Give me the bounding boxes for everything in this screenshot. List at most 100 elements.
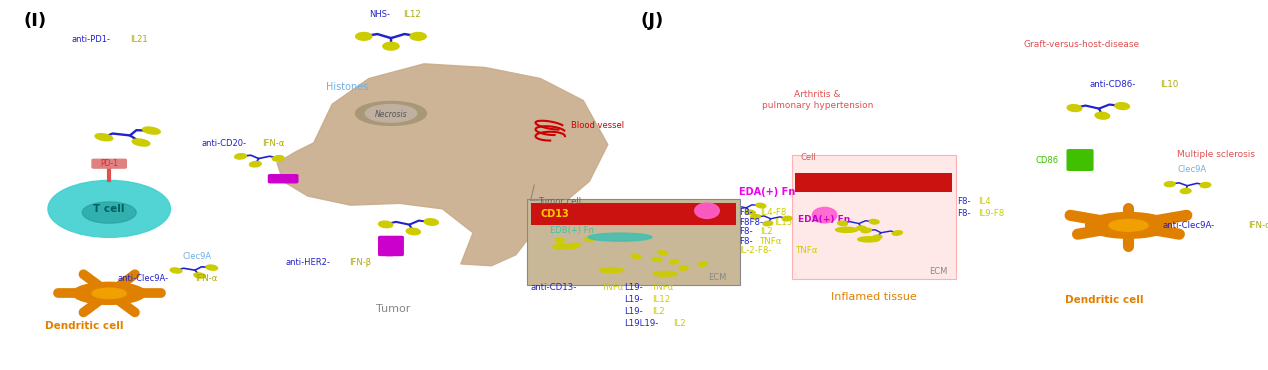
Ellipse shape [383,42,399,50]
Ellipse shape [355,101,426,125]
Ellipse shape [861,228,871,233]
Ellipse shape [1115,102,1130,110]
Text: Multiple sclerosis: Multiple sclerosis [1178,151,1255,159]
Ellipse shape [379,221,393,228]
Text: IL15: IL15 [775,218,792,227]
Text: CD20: CD20 [273,174,293,183]
Ellipse shape [1108,219,1148,231]
Ellipse shape [585,238,593,242]
Text: T cell: T cell [94,204,126,214]
FancyBboxPatch shape [1068,150,1093,170]
Text: IFN-α: IFN-α [1248,221,1268,231]
Text: Clec9A: Clec9A [183,252,212,261]
Text: F8-: F8- [739,208,752,217]
Text: NHS-: NHS- [369,10,389,19]
Text: TNFα: TNFα [761,237,782,246]
Ellipse shape [194,273,205,278]
Text: EDB(+) Fn: EDB(+) Fn [550,226,595,235]
Polygon shape [276,64,607,266]
Text: Clec9A: Clec9A [1178,165,1207,174]
FancyBboxPatch shape [379,236,403,256]
Ellipse shape [695,203,719,218]
Text: IL2: IL2 [652,307,664,316]
Text: Cell: Cell [800,153,817,162]
Text: Tumor cell: Tumor cell [538,198,581,206]
Ellipse shape [553,244,577,249]
Text: PD-1: PD-1 [100,159,118,168]
Text: Arthritis &
pulmonary hypertension: Arthritis & pulmonary hypertension [762,90,872,110]
Text: HER2: HER2 [387,236,396,256]
Ellipse shape [782,216,792,221]
Ellipse shape [631,255,640,259]
Text: Dendritic cell: Dendritic cell [46,322,124,332]
Ellipse shape [751,215,761,219]
Text: anti-CD20-: anti-CD20- [202,139,246,148]
Ellipse shape [410,33,426,40]
Text: L19-: L19- [624,295,643,304]
Text: Blood vessel: Blood vessel [842,178,905,187]
FancyBboxPatch shape [530,204,737,225]
Ellipse shape [273,156,284,161]
Ellipse shape [365,105,417,122]
Text: TNFα: TNFα [601,283,624,292]
Text: IL2: IL2 [673,319,686,328]
Ellipse shape [72,282,146,305]
Text: IL12: IL12 [403,10,421,19]
Text: F8-: F8- [739,237,752,246]
Ellipse shape [95,134,113,141]
Ellipse shape [406,228,421,235]
Text: IL4-F8: IL4-F8 [761,208,786,217]
Ellipse shape [1181,188,1191,194]
Text: TNFα: TNFα [652,283,675,292]
Text: L19L19-: L19L19- [624,319,658,328]
Ellipse shape [1164,182,1175,187]
Ellipse shape [425,219,439,225]
FancyBboxPatch shape [795,173,952,192]
Ellipse shape [670,260,678,264]
Text: Histones: Histones [326,82,368,92]
Text: EDA(+) Fn: EDA(+) Fn [798,215,850,224]
Ellipse shape [756,203,766,208]
Text: Blood vessel: Blood vessel [571,121,624,130]
Ellipse shape [250,161,261,167]
Text: TNFα: TNFα [796,246,818,255]
Text: (J): (J) [640,13,664,30]
Text: (I): (I) [23,13,47,30]
Text: Tumor: Tumor [377,304,411,314]
Text: ECM: ECM [709,273,727,282]
Ellipse shape [763,221,772,226]
Text: F8-: F8- [739,227,752,236]
Ellipse shape [678,266,689,270]
Text: IL4: IL4 [978,197,992,206]
Ellipse shape [857,237,880,242]
Ellipse shape [870,219,879,224]
Ellipse shape [588,233,652,241]
Ellipse shape [836,227,857,232]
Ellipse shape [572,243,581,247]
Ellipse shape [555,238,564,242]
Ellipse shape [82,202,136,223]
Text: F8F8-: F8F8- [739,218,763,227]
FancyBboxPatch shape [527,199,741,285]
Text: anti-Clec9A-: anti-Clec9A- [1163,221,1215,231]
Text: IL2: IL2 [761,227,773,236]
Ellipse shape [356,33,372,40]
Ellipse shape [653,271,677,276]
Text: anti-CD86-: anti-CD86- [1089,80,1136,88]
Ellipse shape [813,208,837,223]
Text: F8-: F8- [957,209,970,218]
Text: Dendritic cell: Dendritic cell [1065,295,1144,305]
Ellipse shape [658,251,668,255]
Text: CD86: CD86 [1036,155,1059,165]
Ellipse shape [600,268,624,273]
Text: IL10: IL10 [1160,80,1178,88]
FancyBboxPatch shape [269,175,298,183]
Ellipse shape [132,139,150,146]
Ellipse shape [1068,105,1082,111]
FancyBboxPatch shape [791,155,956,279]
Ellipse shape [893,231,903,235]
Text: IL12: IL12 [652,295,671,304]
Ellipse shape [1085,212,1172,238]
Ellipse shape [170,268,181,273]
Ellipse shape [93,288,127,299]
